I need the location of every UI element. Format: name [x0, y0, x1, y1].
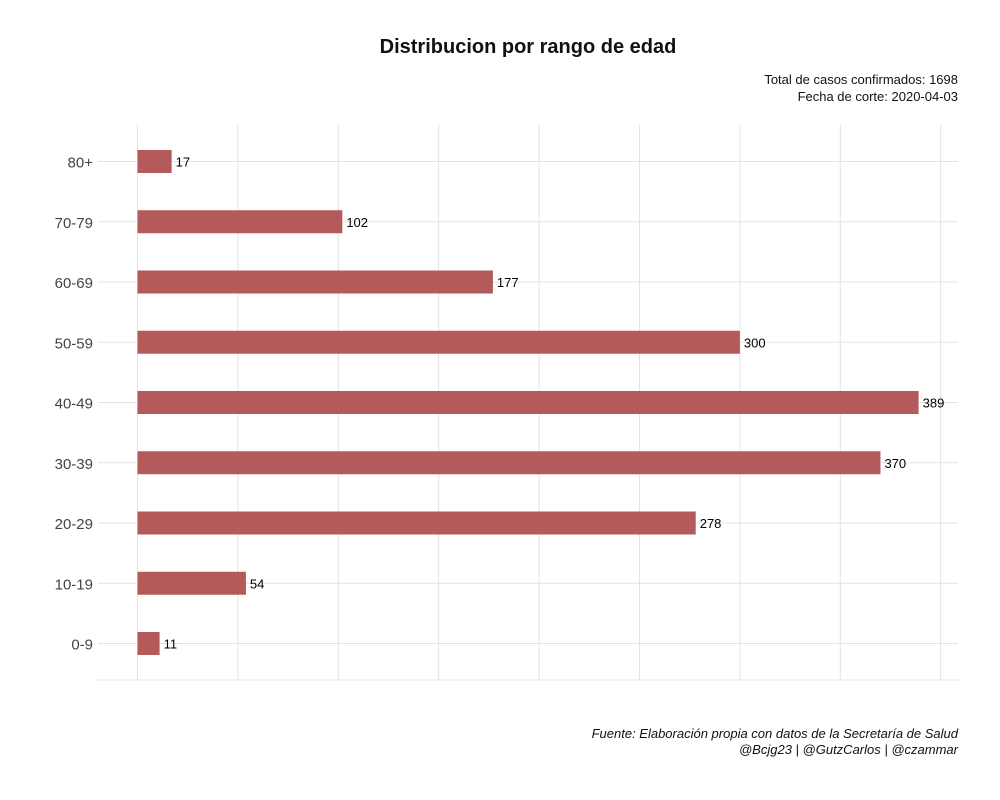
y-tick-label: 40-49 — [55, 396, 93, 413]
caption-credits: @Bcjg23 | @GutzCarlos | @czammar — [738, 742, 958, 757]
chart-title: Distribucion por rango de edad — [379, 36, 677, 58]
y-tick-label: 30-39 — [55, 456, 93, 473]
bar-70-79 — [137, 210, 343, 234]
y-tick-label: 70-79 — [55, 215, 93, 232]
y-tick-label: 10-19 — [55, 576, 93, 593]
subtitle-total-cases: Total de casos confirmados: 1698 — [764, 72, 958, 87]
bar-40-49 — [137, 391, 919, 414]
bar-50-59 — [137, 330, 740, 354]
bar-0-9 — [137, 632, 160, 655]
data-label: 278 — [700, 516, 722, 531]
data-label: 177 — [497, 275, 519, 290]
y-tick-label: 20-29 — [55, 516, 93, 533]
bars — [137, 150, 919, 655]
subtitle-cutoff-date: Fecha de corte: 2020-04-03 — [797, 89, 958, 104]
y-tick-label: 80+ — [68, 155, 94, 172]
bar-30-39 — [137, 451, 881, 475]
bar-80+ — [137, 150, 172, 173]
data-label: 300 — [744, 335, 766, 350]
y-tick-labels: 0-9 10-19 20-29 30-39 40-49 50-59 60-69 70-79 80… — [55, 155, 94, 654]
bar-60-69 — [137, 270, 493, 294]
data-label: 389 — [923, 396, 945, 411]
y-tick-label: 60-69 — [55, 275, 93, 292]
data-label: 17 — [176, 155, 190, 170]
data-labels: 11 54 278 370 389 300 177 102 17 — [164, 155, 945, 652]
bar-10-19 — [137, 571, 246, 595]
bar-20-29 — [137, 511, 696, 535]
caption-source: Fuente: Elaboración propia con datos de … — [591, 726, 958, 741]
data-label: 54 — [250, 576, 264, 591]
y-tick-label: 50-59 — [55, 335, 93, 352]
data-label: 370 — [884, 456, 906, 471]
data-label: 11 — [164, 637, 178, 652]
y-tick-label: 0-9 — [71, 637, 93, 654]
data-label: 102 — [346, 215, 368, 230]
